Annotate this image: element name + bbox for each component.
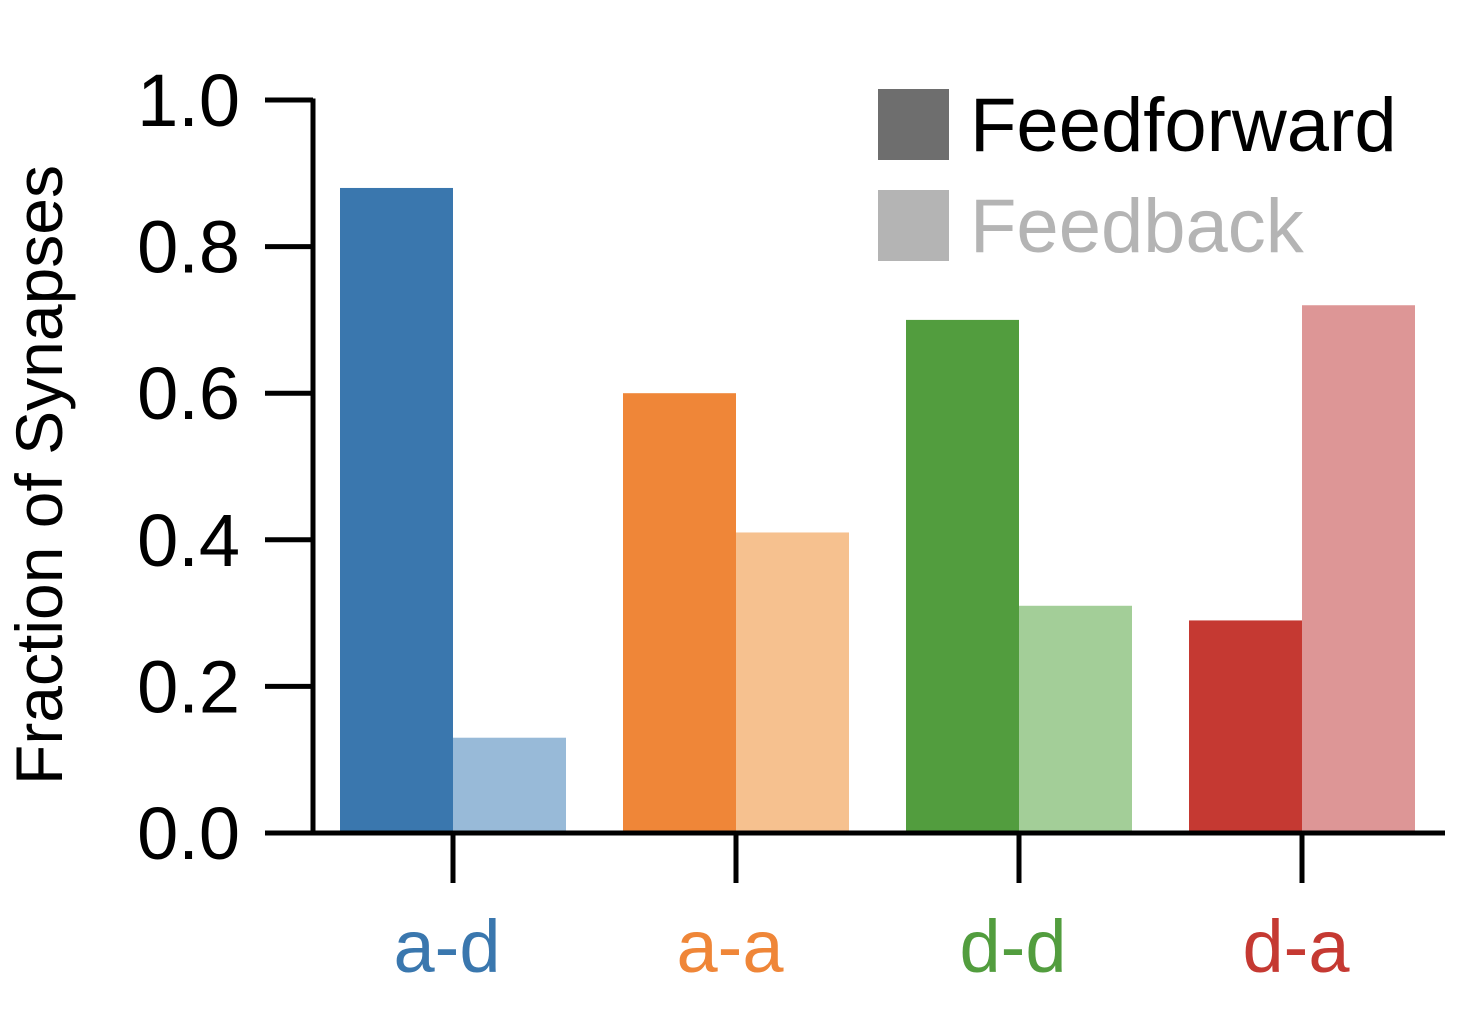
x-tick-label-a-d: a-d <box>394 905 501 988</box>
y-tick-label: 0.4 <box>137 499 240 582</box>
y-tick-label: 0.2 <box>137 645 240 728</box>
legend: Feedforward Feedback <box>878 83 1397 269</box>
bar-feedforward-a-d <box>340 187 453 833</box>
y-tick-label: 0.8 <box>137 206 240 289</box>
y-axis-label: Fraction of Synapses <box>2 165 76 785</box>
bar-feedforward-d-d <box>906 319 1019 833</box>
legend-label-feedback: Feedback <box>970 184 1305 269</box>
legend-swatch-feedforward <box>878 89 949 160</box>
axes-group: 0.0 0.2 0.4 0.6 0.8 1.0 a-d a-a d-d d-a <box>137 59 1445 988</box>
bars-group <box>340 187 1415 833</box>
y-tick-label: 0.6 <box>137 352 240 435</box>
bar-feedforward-a-a <box>623 393 736 833</box>
bar-feedback-d-a <box>1302 305 1415 833</box>
x-tick-label-d-d: d-d <box>960 905 1067 988</box>
bar-feedback-d-d <box>1019 605 1132 833</box>
y-tick-label: 0.0 <box>137 792 240 875</box>
x-tick-label-a-a: a-a <box>677 905 785 988</box>
bar-feedforward-d-a <box>1189 620 1302 833</box>
bar-feedback-a-d <box>453 737 566 833</box>
y-tick-label: 1.0 <box>137 59 240 142</box>
legend-label-feedforward: Feedforward <box>970 83 1397 168</box>
x-tick-label-d-a: d-a <box>1243 905 1351 988</box>
legend-swatch-feedback <box>878 190 949 261</box>
bar-feedback-a-a <box>736 532 849 833</box>
